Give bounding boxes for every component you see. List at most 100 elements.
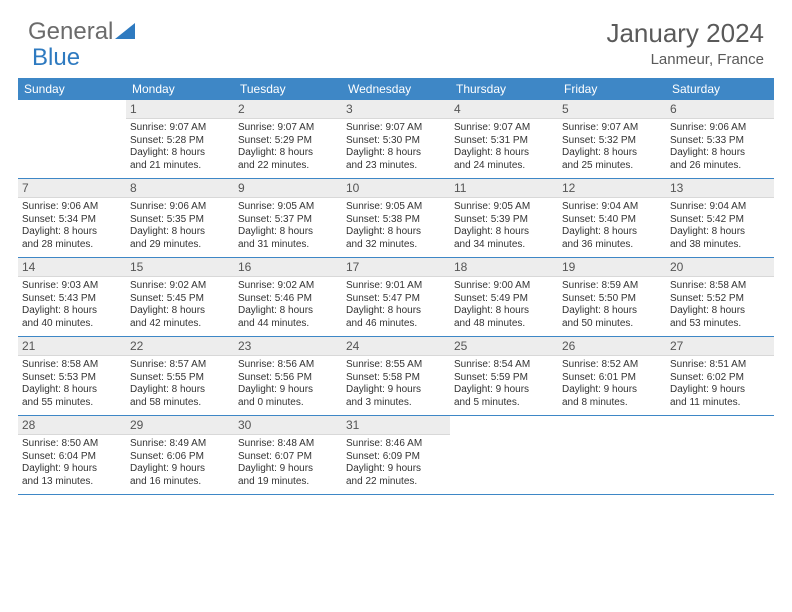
day-number: 29 — [126, 416, 234, 435]
daylight-text-1: Daylight: 8 hours — [670, 305, 770, 318]
daylight-text-1: Daylight: 9 hours — [670, 384, 770, 397]
sunrise-text: Sunrise: 8:54 AM — [454, 359, 554, 372]
sunset-text: Sunset: 6:02 PM — [670, 372, 770, 385]
sunrise-text: Sunrise: 8:58 AM — [670, 280, 770, 293]
day-cell: 13Sunrise: 9:04 AMSunset: 5:42 PMDayligh… — [666, 179, 774, 257]
day-cell: 20Sunrise: 8:58 AMSunset: 5:52 PMDayligh… — [666, 258, 774, 336]
sunrise-text: Sunrise: 9:01 AM — [346, 280, 446, 293]
sunset-text: Sunset: 5:46 PM — [238, 293, 338, 306]
day-number: 9 — [234, 179, 342, 198]
day-detail: Sunrise: 9:06 AMSunset: 5:34 PMDaylight:… — [22, 201, 122, 251]
sunset-text: Sunset: 5:52 PM — [670, 293, 770, 306]
day-cell: 7Sunrise: 9:06 AMSunset: 5:34 PMDaylight… — [18, 179, 126, 257]
daylight-text-1: Daylight: 8 hours — [238, 226, 338, 239]
day-number: 5 — [558, 100, 666, 119]
daylight-text-1: Daylight: 9 hours — [238, 384, 338, 397]
daylight-text-2: and 36 minutes. — [562, 239, 662, 252]
sunset-text: Sunset: 6:09 PM — [346, 451, 446, 464]
day-header-cell: Monday — [126, 78, 234, 100]
day-number: 17 — [342, 258, 450, 277]
day-cell: 24Sunrise: 8:55 AMSunset: 5:58 PMDayligh… — [342, 337, 450, 415]
day-detail: Sunrise: 9:06 AMSunset: 5:35 PMDaylight:… — [130, 201, 230, 251]
day-number: 31 — [342, 416, 450, 435]
daylight-text-1: Daylight: 8 hours — [346, 305, 446, 318]
daylight-text-1: Daylight: 8 hours — [670, 147, 770, 160]
daylight-text-1: Daylight: 8 hours — [238, 305, 338, 318]
daylight-text-2: and 21 minutes. — [130, 160, 230, 173]
week-row: 14Sunrise: 9:03 AMSunset: 5:43 PMDayligh… — [18, 258, 774, 337]
day-detail: Sunrise: 9:05 AMSunset: 5:38 PMDaylight:… — [346, 201, 446, 251]
day-number: 26 — [558, 337, 666, 356]
day-number: 6 — [666, 100, 774, 119]
day-cell: 12Sunrise: 9:04 AMSunset: 5:40 PMDayligh… — [558, 179, 666, 257]
daylight-text-1: Daylight: 8 hours — [346, 226, 446, 239]
day-number: 11 — [450, 179, 558, 198]
sunrise-text: Sunrise: 8:51 AM — [670, 359, 770, 372]
sunrise-text: Sunrise: 9:02 AM — [130, 280, 230, 293]
day-cell: 10Sunrise: 9:05 AMSunset: 5:38 PMDayligh… — [342, 179, 450, 257]
day-detail: Sunrise: 9:07 AMSunset: 5:32 PMDaylight:… — [562, 122, 662, 172]
sunset-text: Sunset: 5:47 PM — [346, 293, 446, 306]
day-header-cell: Wednesday — [342, 78, 450, 100]
sunrise-text: Sunrise: 9:07 AM — [562, 122, 662, 135]
daylight-text-2: and 0 minutes. — [238, 397, 338, 410]
day-detail: Sunrise: 8:58 AMSunset: 5:53 PMDaylight:… — [22, 359, 122, 409]
day-detail: Sunrise: 9:02 AMSunset: 5:46 PMDaylight:… — [238, 280, 338, 330]
daylight-text-2: and 24 minutes. — [454, 160, 554, 173]
day-detail: Sunrise: 8:49 AMSunset: 6:06 PMDaylight:… — [130, 438, 230, 488]
day-detail: Sunrise: 9:07 AMSunset: 5:28 PMDaylight:… — [130, 122, 230, 172]
day-number: 22 — [126, 337, 234, 356]
day-cell: 16Sunrise: 9:02 AMSunset: 5:46 PMDayligh… — [234, 258, 342, 336]
sunset-text: Sunset: 5:30 PM — [346, 135, 446, 148]
sunset-text: Sunset: 5:32 PM — [562, 135, 662, 148]
title-block: January 2024 Lanmeur, France — [606, 18, 764, 68]
daylight-text-1: Daylight: 9 hours — [346, 463, 446, 476]
sunrise-text: Sunrise: 8:59 AM — [562, 280, 662, 293]
daylight-text-1: Daylight: 8 hours — [130, 147, 230, 160]
day-cell: 28Sunrise: 8:50 AMSunset: 6:04 PMDayligh… — [18, 416, 126, 494]
daylight-text-2: and 23 minutes. — [346, 160, 446, 173]
day-detail: Sunrise: 9:02 AMSunset: 5:45 PMDaylight:… — [130, 280, 230, 330]
daylight-text-1: Daylight: 8 hours — [454, 226, 554, 239]
daylight-text-1: Daylight: 8 hours — [22, 305, 122, 318]
sunrise-text: Sunrise: 9:07 AM — [454, 122, 554, 135]
day-header-cell: Friday — [558, 78, 666, 100]
sunrise-text: Sunrise: 8:55 AM — [346, 359, 446, 372]
day-cell: 1 Sunrise: 9:07 AMSunset: 5:28 PMDaylight… — [126, 100, 234, 178]
day-number: 25 — [450, 337, 558, 356]
daylight-text-1: Daylight: 8 hours — [130, 305, 230, 318]
day-cell: 9Sunrise: 9:05 AMSunset: 5:37 PMDaylight… — [234, 179, 342, 257]
sunset-text: Sunset: 5:58 PM — [346, 372, 446, 385]
daylight-text-2: and 40 minutes. — [22, 318, 122, 331]
day-detail: Sunrise: 8:48 AMSunset: 6:07 PMDaylight:… — [238, 438, 338, 488]
day-detail: Sunrise: 8:51 AMSunset: 6:02 PMDaylight:… — [670, 359, 770, 409]
sunrise-text: Sunrise: 8:52 AM — [562, 359, 662, 372]
day-detail: Sunrise: 8:50 AMSunset: 6:04 PMDaylight:… — [22, 438, 122, 488]
daylight-text-1: Daylight: 9 hours — [130, 463, 230, 476]
day-cell — [18, 100, 126, 178]
week-row: 1 Sunrise: 9:07 AMSunset: 5:28 PMDaylight… — [18, 100, 774, 179]
sunset-text: Sunset: 5:55 PM — [130, 372, 230, 385]
day-cell: 26Sunrise: 8:52 AMSunset: 6:01 PMDayligh… — [558, 337, 666, 415]
day-detail: Sunrise: 9:04 AMSunset: 5:42 PMDaylight:… — [670, 201, 770, 251]
day-detail: Sunrise: 9:00 AMSunset: 5:49 PMDaylight:… — [454, 280, 554, 330]
sunset-text: Sunset: 5:56 PM — [238, 372, 338, 385]
sunset-text: Sunset: 5:37 PM — [238, 214, 338, 227]
daylight-text-2: and 3 minutes. — [346, 397, 446, 410]
day-number: 27 — [666, 337, 774, 356]
daylight-text-1: Daylight: 8 hours — [454, 305, 554, 318]
daylight-text-2: and 26 minutes. — [670, 160, 770, 173]
day-number: 1 — [126, 100, 234, 119]
day-number: 15 — [126, 258, 234, 277]
sunset-text: Sunset: 5:53 PM — [22, 372, 122, 385]
sunset-text: Sunset: 5:49 PM — [454, 293, 554, 306]
sunset-text: Sunset: 5:39 PM — [454, 214, 554, 227]
day-detail: Sunrise: 9:07 AMSunset: 5:29 PMDaylight:… — [238, 122, 338, 172]
day-detail: Sunrise: 9:01 AMSunset: 5:47 PMDaylight:… — [346, 280, 446, 330]
day-cell: 8Sunrise: 9:06 AMSunset: 5:35 PMDaylight… — [126, 179, 234, 257]
calendar: SundayMondayTuesdayWednesdayThursdayFrid… — [18, 78, 774, 495]
sunrise-text: Sunrise: 8:49 AM — [130, 438, 230, 451]
sunrise-text: Sunrise: 9:02 AM — [238, 280, 338, 293]
sunrise-text: Sunrise: 9:07 AM — [130, 122, 230, 135]
day-cell: 30Sunrise: 8:48 AMSunset: 6:07 PMDayligh… — [234, 416, 342, 494]
